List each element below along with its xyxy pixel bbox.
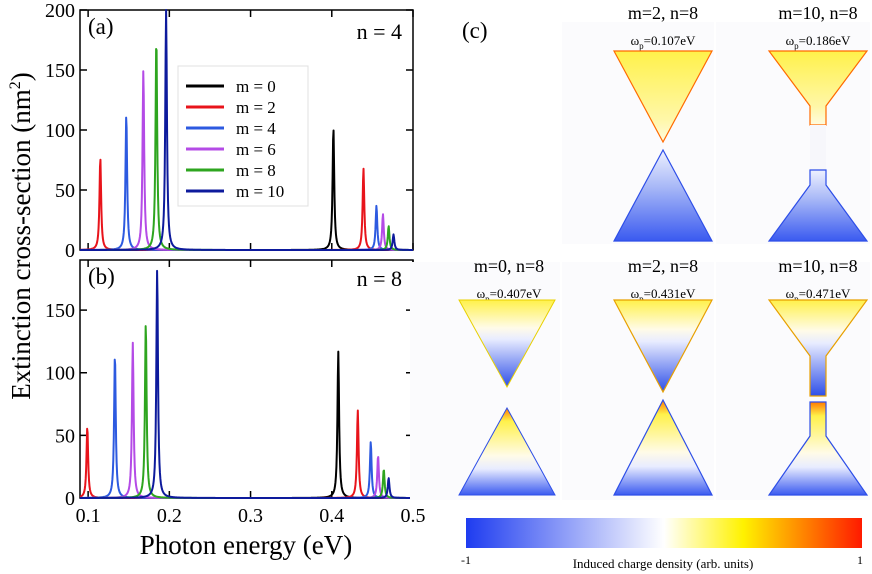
y-axis-label: Extinction cross-section (nm2)	[6, 72, 36, 399]
series-line-m-10	[79, 9, 414, 251]
panel-b-series	[79, 269, 414, 499]
legend-items: m = 0 m = 2 m = 4 m = 6 m = 8 m = 10	[186, 77, 284, 201]
x-tick-label: 0.1	[76, 505, 101, 527]
x-axis-label: Photon energy (eV)	[140, 530, 352, 560]
y-tick-label: 100	[45, 120, 75, 142]
omega-symbol: ω	[631, 33, 640, 48]
map-4-top-triangle	[613, 299, 713, 394]
y-tick-label: 50	[55, 425, 75, 447]
charge-map-5	[767, 299, 869, 496]
colorbar: -1 1 Induced charge density (arb. units)	[461, 518, 863, 571]
omega-subscript: p	[639, 41, 644, 51]
panel-b-x-ticks: 0.1 0.2 0.3 0.4 0.5	[76, 260, 426, 527]
map-4-frequency: ωp=0.431eV	[631, 286, 696, 304]
legend-entry: m = 10	[236, 182, 284, 201]
legend-entry: m = 0	[236, 77, 276, 96]
charge-map-1	[612, 50, 714, 242]
panel-a-y-ticks: 0 50 100 150 200	[45, 0, 413, 262]
map-5-top-shape	[767, 299, 869, 397]
omega-symbol: ω	[786, 286, 795, 301]
map-5-frequency: ωp=0.471eV	[786, 286, 851, 304]
map-5-title: m=10, n=8	[778, 256, 857, 276]
omega-value: =0.471eV	[799, 286, 851, 301]
y-tick-label: 100	[45, 363, 75, 385]
map-1-bottom-triangle	[612, 148, 714, 242]
map-3-bottom-triangle	[458, 406, 556, 496]
map-3-frequency: ωp=0.407eV	[477, 286, 542, 304]
x-tick-label: 0.5	[401, 505, 426, 527]
y-tick-label: 0	[65, 240, 75, 262]
panel-a-label: (a)	[88, 14, 114, 39]
map-3-title: m=0, n=8	[474, 256, 544, 276]
colorbar-caption: Induced charge density (arb. units)	[573, 556, 754, 571]
legend-entry: m = 4	[236, 119, 276, 138]
panel-a-x-ticks	[87, 10, 414, 250]
panel-b-label: (b)	[88, 264, 115, 289]
omega-subscript: p	[794, 294, 799, 304]
colorbar-min-label: -1	[461, 553, 471, 567]
y-tick-label: 150	[45, 60, 75, 82]
y-tick-label: 0	[65, 488, 75, 510]
map-1-title: m=2, n=8	[628, 3, 698, 23]
y-axis-label-superscript: 2	[7, 81, 24, 89]
colorbar-max-label: 1	[857, 553, 863, 567]
panel-c-label: (c)	[462, 18, 488, 43]
map-1-frequency: ωp=0.107eV	[631, 33, 696, 51]
panel-b-annotation: n = 8	[357, 266, 402, 291]
omega-value: =0.431eV	[644, 286, 696, 301]
y-axis-label-base: Extinction cross-section (nm	[6, 89, 36, 399]
charge-map-3	[458, 299, 556, 496]
omega-symbol: ω	[786, 33, 795, 48]
y-tick-label: 200	[45, 0, 75, 22]
omega-subscript: p	[794, 41, 799, 51]
map-1-top-triangle	[612, 50, 714, 144]
panel-a-legend: m = 0 m = 2 m = 4 m = 6 m = 8 m = 10	[177, 65, 309, 207]
x-tick-label: 0.4	[319, 505, 344, 527]
omega-value: =0.186eV	[799, 33, 851, 48]
map-5-bottom-shape	[767, 401, 869, 496]
omega-subscript: p	[485, 294, 490, 304]
series-line-m-10	[79, 269, 414, 499]
map-2-title: m=10, n=8	[778, 3, 857, 23]
panel-c-charge-maps: (c) m=2, n=8 m=10, n=8 m=0, n=8 m=2, n=8…	[410, 3, 870, 571]
x-tick-label: 0.3	[238, 505, 263, 527]
panel-b-frame	[79, 259, 414, 499]
charge-map-2	[767, 50, 869, 242]
map-2-bottom-shape	[767, 169, 869, 242]
map-2-frequency: ωp=0.186eV	[786, 33, 851, 51]
map-3-top-triangle	[458, 299, 556, 389]
legend-entry: m = 2	[236, 98, 276, 117]
panel-b-chart: 0 50 100 150 0.1 0.2 0.3 0.4 0.5 (b) n = 8	[45, 259, 426, 527]
series-line-m-6	[79, 341, 414, 499]
omega-symbol: ω	[631, 286, 640, 301]
legend-box	[177, 65, 309, 207]
panel-a-series	[79, 9, 414, 251]
x-tick-label: 0.2	[157, 505, 182, 527]
omega-symbol: ω	[477, 286, 486, 301]
map-2-bridge	[810, 125, 826, 170]
charge-map-4	[613, 299, 713, 496]
omega-value: =0.107eV	[644, 33, 696, 48]
y-tick-label: 50	[55, 180, 75, 202]
panel-a-annotation: n = 4	[357, 19, 402, 44]
legend-entry: m = 8	[236, 161, 276, 180]
map-4-bottom-triangle	[613, 398, 713, 496]
y-tick-label: 150	[45, 300, 75, 322]
map-4-title: m=2, n=8	[628, 256, 698, 276]
legend-entry: m = 6	[236, 140, 276, 159]
panel-b-y-ticks: 0 50 100 150	[45, 300, 413, 510]
y-axis-label-close: )	[6, 72, 36, 81]
omega-subscript: p	[639, 294, 644, 304]
omega-value: =0.407eV	[490, 286, 542, 301]
colorbar-gradient	[466, 518, 862, 548]
